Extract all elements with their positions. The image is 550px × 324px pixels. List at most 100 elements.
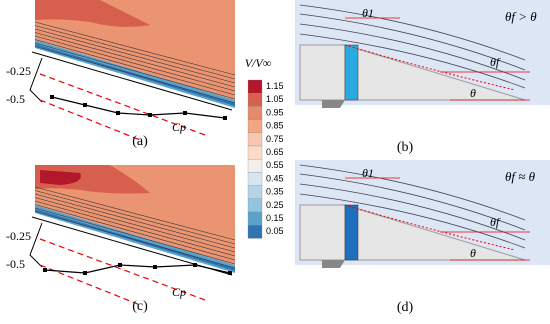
panel-label: (c): [132, 299, 148, 314]
colorbar-label: 0.55: [266, 160, 284, 170]
cp-marker: [228, 271, 232, 275]
streamline: [34, 193, 236, 249]
colorbar-cell: [247, 106, 263, 120]
streamline: [34, 207, 236, 265]
contour-panel: -0.25 -0.5 Cp (c): [6, 165, 236, 314]
colorbar-label: 0.65: [266, 147, 284, 157]
cp-label: Cp: [172, 120, 186, 134]
streamline: [34, 190, 236, 245]
streamline: [299, 13, 526, 71]
high-velocity-region: [35, 0, 150, 27]
panel-label: (d): [397, 300, 414, 315]
cp-marker: [116, 111, 120, 115]
colorbar-cell: [247, 93, 263, 107]
streamline: [34, 197, 236, 253]
base-plate: [322, 100, 345, 108]
theta-f-label: θf: [490, 215, 501, 229]
colorbar-label: 1.15: [266, 81, 284, 91]
colorbar-cell: [247, 119, 263, 133]
cp-marker: [223, 116, 227, 120]
streamline: [299, 4, 526, 61]
contour-panel: -0.25 -0.5 Cp (a): [6, 0, 236, 149]
streamline: [299, 33, 526, 89]
streamline: [299, 183, 526, 241]
wall: [31, 51, 233, 111]
axis-bracket: [29, 57, 43, 103]
shear-layer: [344, 204, 516, 251]
colorbar-title: V/V∞: [245, 56, 272, 70]
streamline: [34, 28, 236, 84]
axis-label: -0.5: [6, 257, 25, 271]
cp-marker: [148, 113, 152, 117]
schematic-panel: θ1 θf > θ θf θ (b): [295, 0, 550, 155]
body-block: [299, 204, 346, 261]
streamline: [34, 39, 236, 96]
colorbar-label: 0.75: [266, 134, 284, 144]
theta-1-label: θ1: [362, 6, 374, 20]
axis-bracket: [29, 222, 43, 268]
base-plate: [322, 260, 345, 268]
streamline: [34, 204, 236, 261]
colorbar-label: 0.35: [266, 187, 284, 197]
cp-marker: [83, 103, 87, 107]
colorbar-cell: [247, 145, 263, 160]
panel-label: (a): [132, 134, 148, 149]
colorbar-label: 1.05: [266, 94, 284, 104]
streamline: [299, 193, 526, 249]
reference-line: [39, 99, 141, 141]
streamline: [34, 32, 236, 88]
colorbar-cell: [247, 198, 263, 213]
colorbar-label: 0.15: [266, 213, 284, 223]
colorbar-cell: [247, 132, 263, 147]
cp-marker: [83, 271, 87, 275]
streamline: [34, 35, 236, 92]
streamline: [34, 42, 236, 100]
cp-marker: [193, 263, 197, 267]
cp-curve: [44, 264, 231, 274]
schematic-panel: θ1 θf ≈ θ θf θ (d): [295, 160, 550, 315]
axis-label: -0.25: [6, 229, 31, 243]
theta-label: θ: [470, 86, 476, 100]
colorbar-label: 0.95: [266, 107, 284, 117]
relation-label: θf > θ: [505, 9, 537, 24]
axis-label: -0.25: [6, 64, 31, 78]
streamline: [34, 211, 236, 269]
shear-layer: [344, 44, 516, 91]
colorbar-label: 0.05: [266, 226, 284, 236]
cp-marker: [153, 265, 157, 269]
jet-slot: [344, 204, 359, 261]
reference-line: [39, 264, 141, 306]
jet-slot: [344, 44, 359, 101]
streamline: [34, 21, 236, 76]
flow-field: [35, 0, 235, 100]
colorbar-cell: [247, 211, 263, 226]
colorbar-cell: [247, 79, 263, 94]
theta-label: θ: [470, 246, 476, 260]
cp-label: Cp: [172, 285, 186, 299]
cp-marker: [183, 111, 187, 115]
panel-label: (b): [397, 140, 414, 155]
theta-1-label: θ1: [362, 166, 374, 180]
cp-marker: [43, 268, 47, 272]
streamline: [299, 23, 526, 81]
streamline: [299, 173, 526, 231]
colorbar-label: 0.45: [266, 173, 284, 183]
cp-marker: [118, 263, 122, 267]
axis-label: -0.5: [6, 92, 25, 106]
streamline: [34, 200, 236, 257]
body-block: [299, 44, 346, 101]
cp-marker: [50, 95, 54, 99]
peak-region: [40, 170, 81, 185]
colorbar-cell: [247, 159, 263, 173]
cp-curve: [51, 96, 226, 119]
streamline: [299, 164, 526, 221]
colorbar-cell: [247, 172, 263, 186]
streamline: [34, 46, 236, 104]
streamline: [34, 186, 236, 241]
colorbar-cell: [247, 185, 263, 199]
colorbar-label: 0.25: [266, 200, 284, 210]
relation-label: θf ≈ θ: [505, 169, 536, 184]
theta-f-label: θf: [490, 55, 501, 69]
colorbar-cell: [247, 225, 263, 239]
